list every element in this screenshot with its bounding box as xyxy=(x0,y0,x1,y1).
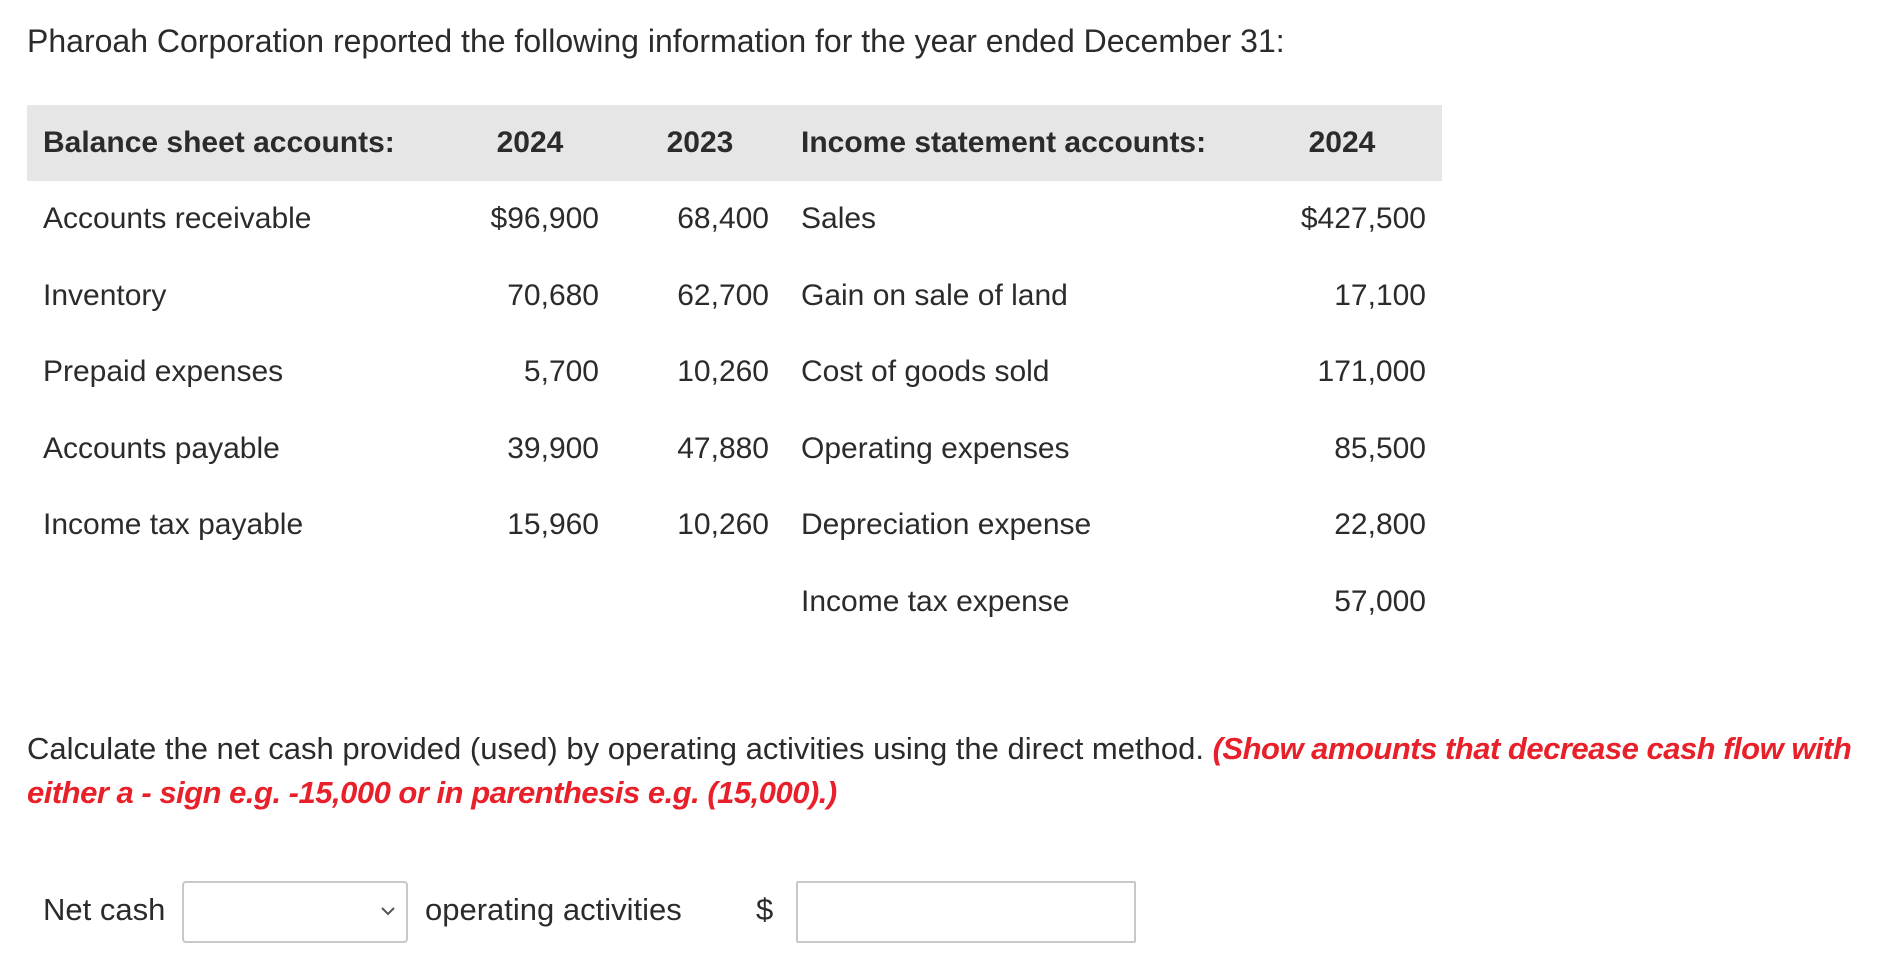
net-cash-amount-input[interactable] xyxy=(796,881,1136,943)
operating-activities-label: operating activities xyxy=(425,892,682,927)
balance-2023-value xyxy=(615,564,785,641)
balance-2023-value: 47,880 xyxy=(677,431,769,465)
table-row: Inventory 70,680 62,700 Gain on sale of … xyxy=(27,258,1442,335)
balance-account-name: Accounts receivable xyxy=(43,202,312,236)
income-2024-value: 17,100 xyxy=(1334,278,1426,312)
table-row: Income tax payable 15,960 10,260 Depreci… xyxy=(27,487,1442,564)
header-income-statement-accounts: Income statement accounts: xyxy=(801,126,1207,159)
question-prompt: Calculate the net cash provided (used) b… xyxy=(27,727,1883,815)
income-2024-value: $427,500 xyxy=(1300,202,1426,236)
chevron-down-icon xyxy=(381,907,395,916)
income-account-name: Sales xyxy=(801,202,877,236)
balance-account-name: Income tax payable xyxy=(43,508,304,542)
balance-2024-value: 15,960 xyxy=(507,508,599,542)
balance-2024-value: 70,680 xyxy=(507,278,599,312)
income-account-name: Operating expenses xyxy=(801,431,1070,465)
balance-2024-value: $96,900 xyxy=(490,202,599,236)
balance-account-name: Accounts payable xyxy=(43,431,280,465)
balance-2024-value: 39,900 xyxy=(507,431,599,465)
header-balance-sheet-accounts: Balance sheet accounts: xyxy=(43,126,395,159)
net-cash-label: Net cash xyxy=(43,892,166,927)
table-row: Accounts receivable $96,900 68,400 Sales… xyxy=(27,181,1442,258)
question-text: Calculate the net cash provided (used) b… xyxy=(27,731,1204,766)
income-2024-value: 171,000 xyxy=(1317,355,1426,389)
currency-symbol: $ xyxy=(756,892,774,927)
income-account-name: Depreciation expense xyxy=(801,508,1092,542)
balance-2024-value: 5,700 xyxy=(523,355,599,389)
income-account-name: Cost of goods sold xyxy=(801,355,1050,389)
problem-intro: Pharoah Corporation reported the followi… xyxy=(27,23,1285,59)
balance-account-name xyxy=(27,564,445,641)
header-income-2024: 2024 xyxy=(1308,126,1376,159)
header-balance-2024: 2024 xyxy=(496,126,564,159)
income-2024-value: 57,000 xyxy=(1334,584,1426,618)
income-account-name: Gain on sale of land xyxy=(801,278,1068,312)
balance-account-name: Prepaid expenses xyxy=(43,355,284,389)
income-2024-value: 85,500 xyxy=(1334,431,1426,465)
balance-2023-value: 10,260 xyxy=(677,355,769,389)
balance-2024-value xyxy=(445,564,615,641)
balance-2023-value: 10,260 xyxy=(677,508,769,542)
balance-account-name: Inventory xyxy=(43,278,167,312)
income-2024-value: 22,800 xyxy=(1334,508,1426,542)
balance-2023-value: 68,400 xyxy=(677,202,769,236)
question-instruction: (Show amounts that decrease cash flow wi… xyxy=(27,731,1852,810)
income-account-name: Income tax expense xyxy=(801,584,1070,618)
cash-flow-direction-select[interactable] xyxy=(182,881,408,943)
balance-2023-value: 62,700 xyxy=(677,278,769,312)
table-row: Prepaid expenses 5,700 10,260 Cost of go… xyxy=(27,334,1442,411)
table-row: Accounts payable 39,900 47,880 Operating… xyxy=(27,411,1442,488)
header-balance-2023: 2023 xyxy=(666,126,734,159)
financial-data-table: Balance sheet accounts: 2024 2023 Income… xyxy=(27,105,1442,640)
table-header-row: Balance sheet accounts: 2024 2023 Income… xyxy=(27,105,1442,181)
table-row: Income tax expense 57,000 xyxy=(27,564,1442,641)
